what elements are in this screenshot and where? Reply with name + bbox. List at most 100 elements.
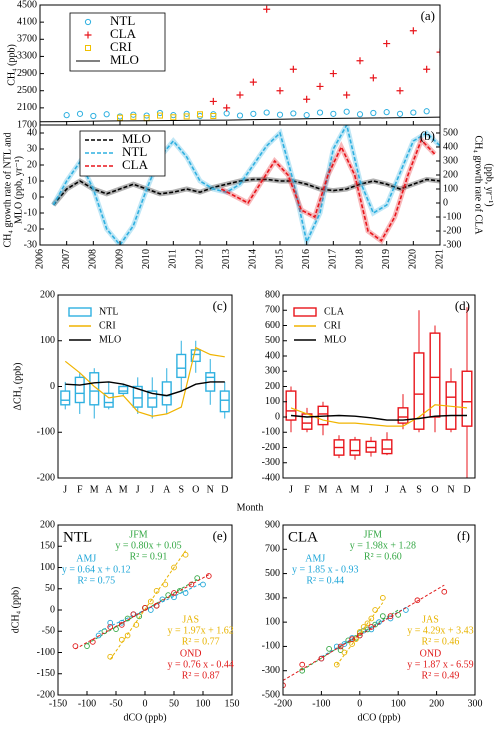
annotation: R² = 0.49 <box>422 670 460 681</box>
legend-label: MLO <box>110 52 139 67</box>
y-tick-label: 400 <box>443 141 458 152</box>
data-point <box>356 632 363 639</box>
legend-swatch <box>68 307 92 317</box>
x-tick-label: A <box>399 484 407 495</box>
series-line <box>65 381 225 397</box>
y-tick-label: 500 <box>443 127 458 138</box>
y-tick-label: 600 <box>265 320 280 331</box>
axis-label: CH₄ (ppb) <box>6 44 17 86</box>
y-tick-label: -100 <box>262 427 280 438</box>
data-point <box>276 87 284 95</box>
x-tick-label: F <box>77 484 83 495</box>
y-tick-label: -200 <box>37 689 55 700</box>
y-tick-label: 3300 <box>17 51 37 62</box>
y-tick-label: -200 <box>37 472 55 483</box>
data-point <box>157 112 163 119</box>
y-tick-label: 10 <box>27 175 37 186</box>
x-tick-label: -200 <box>274 698 292 709</box>
annotation: JFM <box>364 529 382 540</box>
y-tick-label: 200 <box>40 289 55 300</box>
legend-label: NTL <box>122 144 147 159</box>
y-tick-label: 500 <box>265 335 280 346</box>
x-tick-label: 2021 <box>434 249 445 269</box>
data-point <box>423 65 431 73</box>
data-point <box>205 573 212 579</box>
y-tick-label: -100 <box>262 641 280 652</box>
axis-label: dCH₄ (ppb) <box>10 587 21 634</box>
data-point <box>263 109 270 116</box>
plot-area <box>72 550 212 660</box>
data-point <box>368 626 375 633</box>
y-tick-label: 0 <box>275 411 280 422</box>
y-tick-label: 100 <box>265 616 280 627</box>
x-tick-label: J <box>150 484 154 495</box>
data-point <box>368 615 375 622</box>
axis-label: dCO (ppb) <box>357 712 400 723</box>
data-point <box>162 581 169 588</box>
y-tick-label: 30 <box>27 143 37 154</box>
y-tick-label: 100 <box>443 183 458 194</box>
data-point <box>299 667 306 674</box>
data-point <box>210 111 217 118</box>
box <box>413 352 425 430</box>
data-point <box>223 104 231 112</box>
x-tick-label: 2008 <box>88 249 99 269</box>
data-point <box>63 112 70 119</box>
x-tick-label: J <box>369 484 373 495</box>
data-point <box>360 624 367 630</box>
annotation: R² = 0.87 <box>182 670 220 681</box>
data-point <box>356 57 364 65</box>
y-tick-label: -400 <box>262 472 280 483</box>
annotation: y = 1.97x + 1.62 <box>168 625 234 636</box>
panel-label: (c) <box>213 298 227 313</box>
x-tick-label: 2011 <box>168 249 179 269</box>
x-tick-label: 0 <box>357 698 362 709</box>
data-point <box>209 97 217 105</box>
y-tick-label: -50 <box>42 626 55 637</box>
data-point <box>76 110 84 117</box>
x-tick-label: 2019 <box>381 249 392 269</box>
data-point <box>318 655 325 662</box>
annotation: AMJ <box>76 553 96 564</box>
data-point <box>372 607 379 613</box>
panel-title: NTL <box>63 529 92 545</box>
x-tick-label: 300 <box>468 698 483 709</box>
x-tick-label: 2012 <box>194 249 205 269</box>
legend-label: MLO <box>324 334 346 345</box>
annotation: y = 0.76 x - 0.44 <box>167 659 233 670</box>
y-tick-label: 0 <box>443 197 448 208</box>
x-tick-label: O <box>192 484 199 495</box>
data-point <box>383 109 390 116</box>
box <box>103 392 114 408</box>
box <box>219 390 230 413</box>
data-point <box>379 613 386 619</box>
legend-label: NTL <box>110 13 135 28</box>
box <box>176 353 187 379</box>
x-tick-label: A <box>335 484 343 495</box>
x-tick-label: A <box>163 484 171 495</box>
plot-area <box>40 5 440 123</box>
data-point <box>349 636 355 642</box>
data-point <box>171 564 177 571</box>
y-tick-label: 0 <box>32 191 37 202</box>
plot-area <box>283 584 448 689</box>
y-tick-label: 40 <box>27 127 37 138</box>
data-point <box>170 114 177 121</box>
y-tick-label: -20 <box>24 223 37 234</box>
x-tick-label: 50 <box>169 698 179 709</box>
box <box>74 376 85 404</box>
box <box>429 332 441 418</box>
data-point <box>441 588 448 595</box>
fit-line <box>75 574 210 650</box>
legend-label: MLO <box>122 131 151 146</box>
y-tick-label: 20 <box>27 159 37 170</box>
y-tick-label: 50 <box>45 583 55 594</box>
data-point <box>116 113 124 120</box>
axis-label: MLO (ppb, yr⁻¹) <box>13 156 24 224</box>
data-point <box>356 111 364 118</box>
y-tick-label: 100 <box>40 562 55 573</box>
y-tick-label: 2100 <box>17 102 37 113</box>
data-point <box>250 110 257 117</box>
x-tick-label: 2017 <box>328 249 339 269</box>
